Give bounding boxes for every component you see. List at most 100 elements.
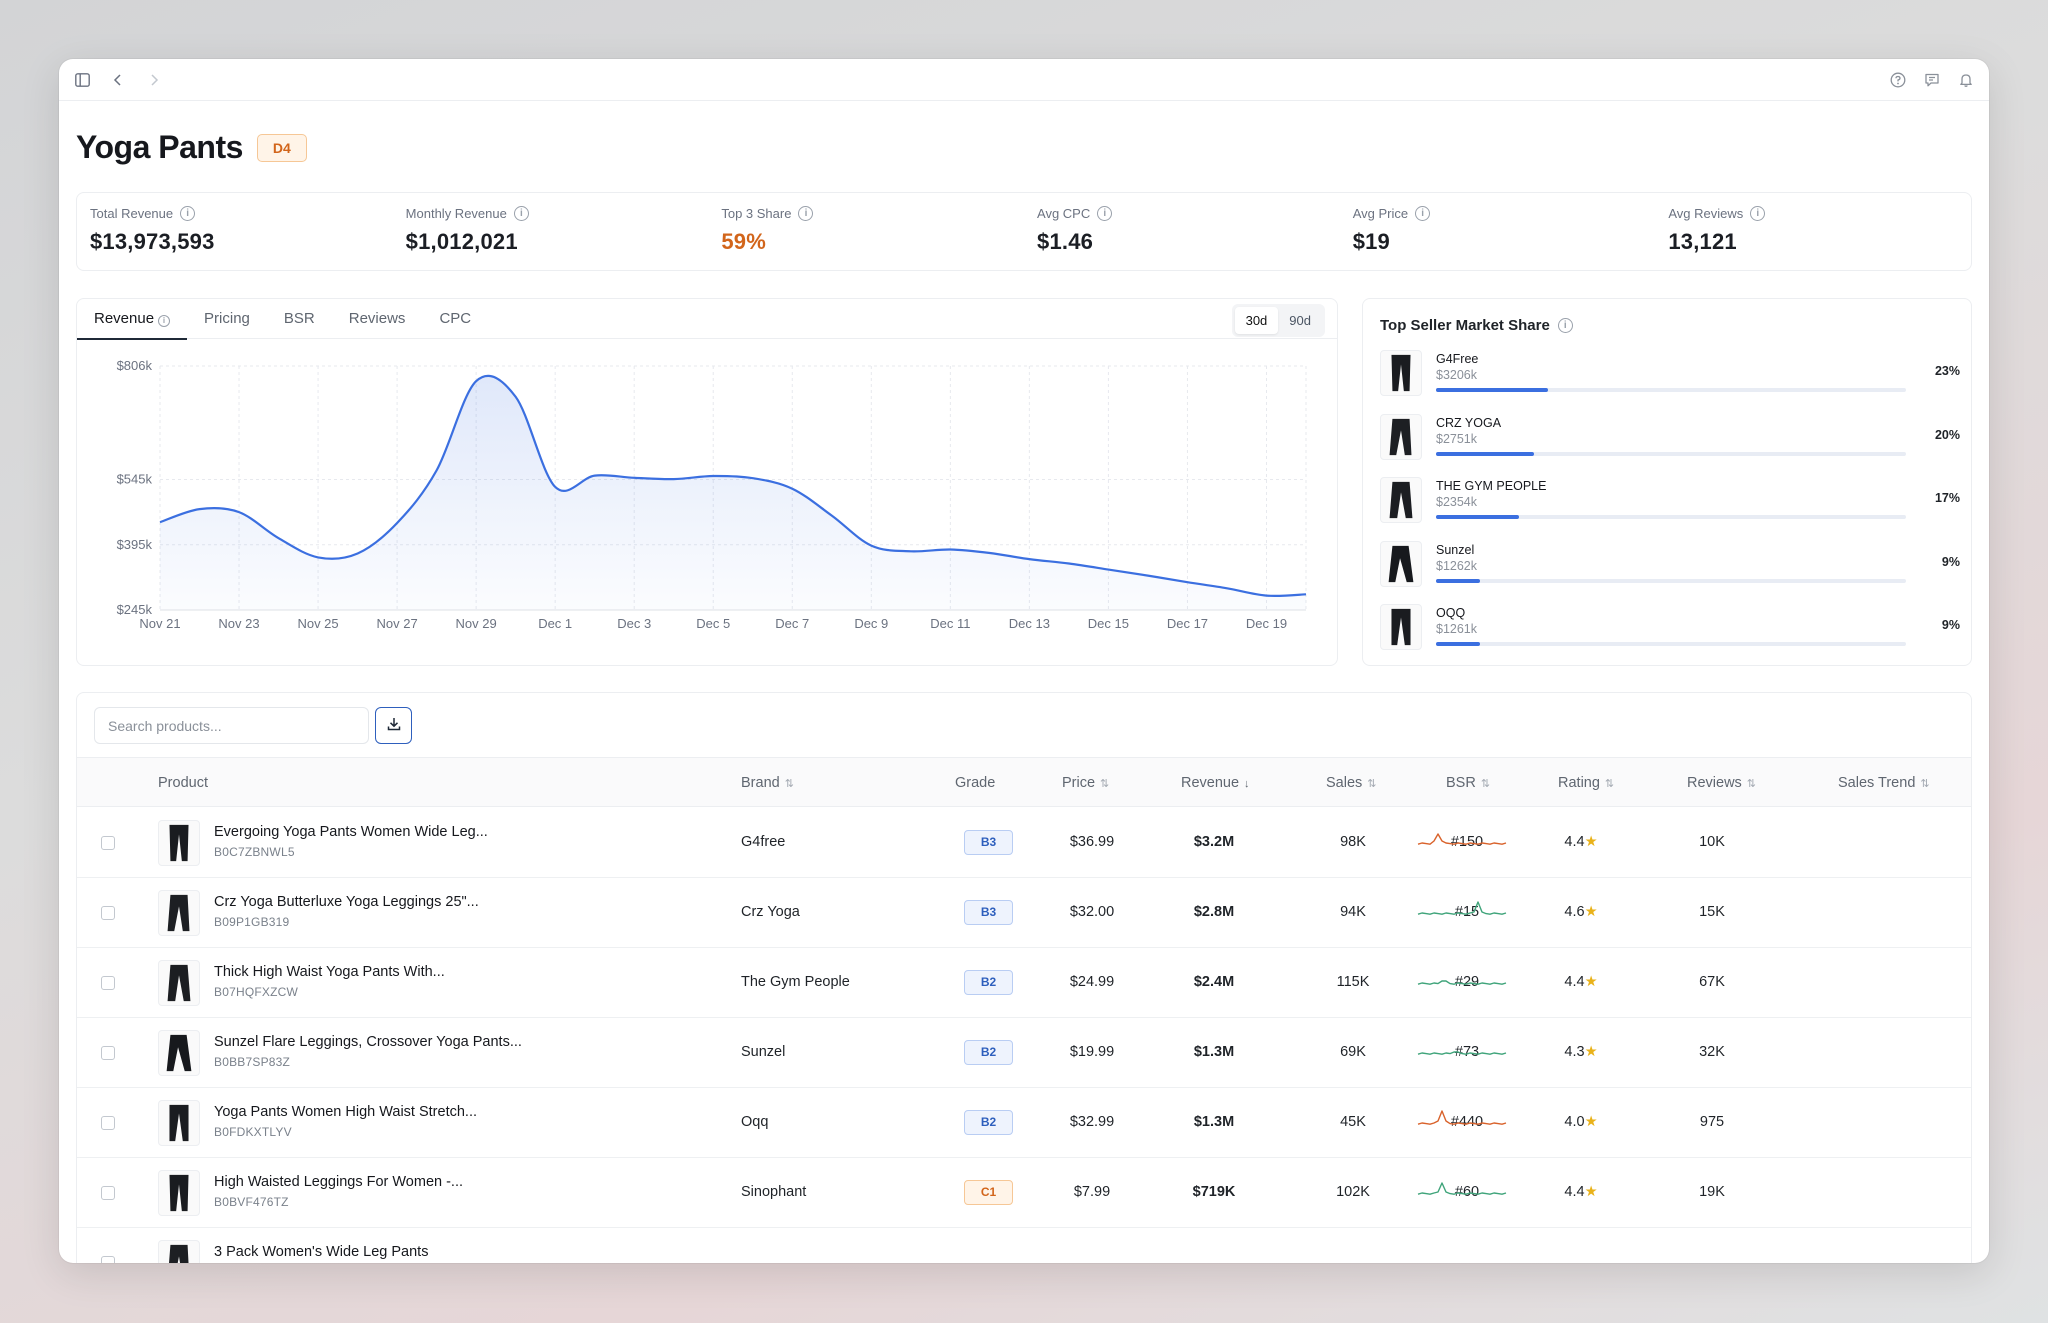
metric-value: $1,012,021	[405, 229, 518, 254]
table-row[interactable]: Evergoing Yoga Pants Women Wide Leg... B0…	[77, 808, 1971, 878]
column-bsr[interactable]: BSR ⇅	[1446, 758, 1490, 809]
table-row[interactable]: Sunzel Flare Leggings, Crossover Yoga Pa…	[77, 1018, 1971, 1088]
seller-item[interactable]: THE GYM PEOPLE $2354k 17%	[1380, 477, 1960, 523]
row-checkbox[interactable]	[101, 976, 115, 990]
row-checkbox[interactable]	[101, 1186, 115, 1200]
trend-line	[1417, 1182, 1507, 1195]
chevron-left-icon[interactable]	[109, 71, 127, 89]
column-label: Grade	[955, 775, 996, 791]
row-checkbox[interactable]	[101, 1116, 115, 1130]
row-checkbox[interactable]	[101, 906, 115, 920]
bsr-cell: #15	[1454, 904, 1480, 920]
metric-value: $13,973,593	[90, 229, 215, 254]
range-90d-button[interactable]: 90d	[1289, 313, 1311, 328]
x-tick-label: Dec 9	[854, 616, 888, 631]
table-row[interactable]: Crz Yoga Butterluxe Yoga Leggings 25"...…	[77, 878, 1971, 948]
download-button[interactable]	[375, 707, 412, 744]
info-icon[interactable]: i	[1415, 206, 1431, 221]
tab-bsr[interactable]: BSR	[283, 310, 315, 327]
star-icon: ★	[1584, 974, 1598, 990]
metric-value: $19	[1352, 229, 1390, 254]
column-rating[interactable]: Rating ⇅	[1558, 758, 1614, 809]
help-circle-icon[interactable]	[1889, 71, 1907, 89]
sort-desc-icon: ↓	[1244, 778, 1250, 790]
share-bar	[1436, 578, 1906, 583]
info-icon[interactable]: i	[1097, 206, 1113, 221]
column-label: Sales	[1326, 775, 1363, 791]
row-checkbox[interactable]	[101, 1256, 115, 1263]
table-row[interactable]: 3 Pack Women's Wide Leg Pants	[77, 1228, 1971, 1263]
price-cell: $24.99	[1069, 974, 1115, 990]
sort-icon: ⇅	[1746, 778, 1757, 790]
y-tick-label: $245k	[117, 602, 153, 617]
column-grade[interactable]: Grade	[955, 758, 995, 808]
table-row[interactable]: Yoga Pants Women High Waist Stretch... B0…	[77, 1088, 1971, 1158]
table-row[interactable]: High Waisted Leggings For Women -... B0BV…	[77, 1158, 1971, 1228]
tab-reviews[interactable]: Reviews	[348, 310, 406, 327]
bsr-cell: #73	[1454, 1044, 1480, 1060]
seller-share-percent: 20%	[1934, 427, 1960, 442]
table-row[interactable]: Thick High Waist Yoga Pants With... B07HQ…	[77, 948, 1971, 1018]
message-icon[interactable]	[1923, 71, 1941, 89]
product-name[interactable]: Evergoing Yoga Pants Women Wide Leg...	[214, 824, 488, 840]
tab-cpc[interactable]: CPC	[439, 310, 472, 327]
tab-revenue[interactable]: Revenue i	[77, 299, 188, 340]
column-label: Brand	[741, 775, 780, 791]
tab-pricing[interactable]: Pricing	[204, 310, 250, 327]
x-tick-label: Dec 15	[1088, 616, 1129, 631]
seller-item[interactable]: G4Free $3206k 23%	[1380, 350, 1960, 396]
info-icon[interactable]: i	[513, 206, 529, 221]
product-name[interactable]: Crz Yoga Butterluxe Yoga Leggings 25"...	[214, 894, 479, 910]
rating-value: 4.4	[1564, 974, 1585, 990]
chevron-right-icon[interactable]	[145, 71, 163, 89]
column-brand[interactable]: Brand ⇅	[741, 758, 794, 809]
seller-item[interactable]: Sunzel $1262k 9%	[1380, 540, 1960, 587]
product-thumbnail	[158, 1240, 200, 1263]
column-reviews[interactable]: Reviews ⇅	[1687, 758, 1756, 809]
star-icon: ★	[1584, 834, 1598, 850]
product-name[interactable]: Yoga Pants Women High Waist Stretch...	[214, 1104, 478, 1120]
revenue-cell: $3.2M	[1193, 834, 1235, 850]
sales-cell: 69K	[1340, 1044, 1366, 1060]
brand-cell: Sunzel	[741, 1044, 786, 1060]
info-icon[interactable]: i	[1750, 206, 1766, 221]
price-cell: $36.99	[1069, 834, 1115, 850]
range-30d-button[interactable]: 30d	[1234, 307, 1279, 334]
info-icon[interactable]: i	[798, 206, 814, 221]
sort-icon: ⇅	[1480, 778, 1491, 790]
product-asin: B0FDKXTLYV	[214, 1125, 292, 1139]
column-sales-trend[interactable]: Sales Trend ⇅	[1838, 758, 1930, 809]
share-bar	[1436, 388, 1906, 392]
info-icon[interactable]: i	[158, 315, 171, 327]
product-name[interactable]: Thick High Waist Yoga Pants With...	[214, 964, 445, 980]
rating-value: 4.0	[1564, 1114, 1585, 1130]
column-revenue[interactable]: Revenue ↓	[1181, 758, 1250, 809]
product-name[interactable]: 3 Pack Women's Wide Leg Pants	[214, 1244, 429, 1260]
seller-item[interactable]: CRZ YOGA $2751k 20%	[1380, 413, 1960, 460]
column-price[interactable]: Price ⇅	[1062, 758, 1109, 809]
seller-item[interactable]: OQQ $1261k 9%	[1380, 604, 1960, 650]
row-checkbox[interactable]	[101, 1046, 115, 1060]
y-tick-label: $395k	[117, 537, 153, 552]
info-icon[interactable]: i	[180, 206, 196, 221]
column-product[interactable]: Product	[158, 758, 208, 808]
sidebar-toggle-icon[interactable]	[73, 71, 91, 89]
share-bar-fill	[1436, 515, 1520, 519]
seller-share-percent: 9%	[1941, 554, 1960, 569]
row-checkbox[interactable]	[101, 836, 115, 850]
rating-cell: 4.4★	[1546, 974, 1616, 990]
reviews-cell: 19K	[1699, 1184, 1725, 1200]
product-thumbnail	[158, 1030, 200, 1076]
info-icon[interactable]: i	[1557, 318, 1573, 333]
column-sales[interactable]: Sales ⇅	[1326, 758, 1377, 809]
revenue-cell: $2.4M	[1193, 974, 1235, 990]
product-name[interactable]: Sunzel Flare Leggings, Crossover Yoga Pa…	[214, 1034, 522, 1050]
grade-badge: B3	[964, 900, 1013, 925]
column-label: BSR	[1446, 775, 1476, 791]
search-input[interactable]	[94, 707, 369, 744]
bell-icon[interactable]	[1957, 71, 1975, 89]
product-name[interactable]: High Waisted Leggings For Women -...	[214, 1174, 464, 1190]
sort-icon: ⇅	[1367, 778, 1377, 790]
trend-line	[1417, 901, 1507, 915]
star-icon: ★	[1584, 1044, 1598, 1060]
